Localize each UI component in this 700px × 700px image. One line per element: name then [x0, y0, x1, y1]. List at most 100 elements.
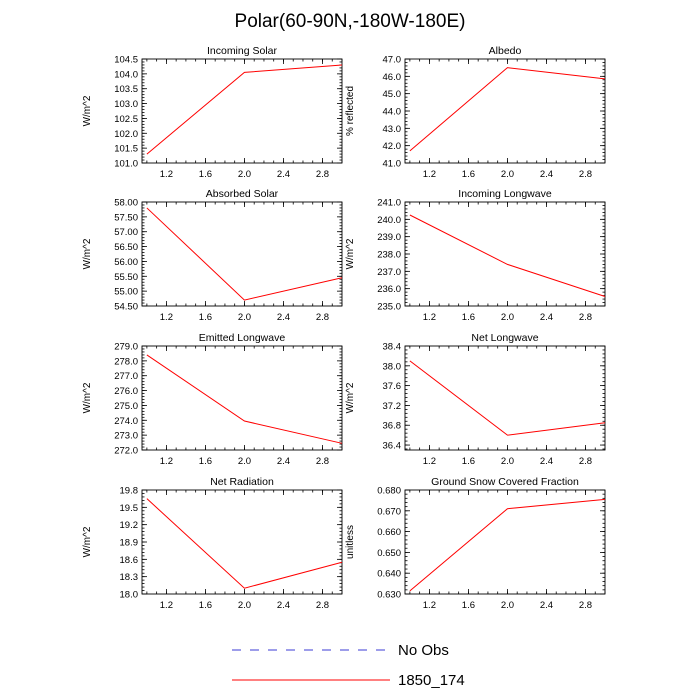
y-tick-label: 102.5 — [114, 114, 138, 125]
y-tick-label: 18.9 — [120, 538, 139, 549]
x-tick-label: 1.6 — [199, 312, 212, 323]
series-line-1850-174 — [146, 64, 343, 155]
y-tick-label: 101.0 — [114, 159, 138, 170]
x-tick-label: 2.0 — [501, 169, 514, 180]
x-tick-label: 1.2 — [160, 312, 173, 323]
plot-frame — [141, 58, 343, 164]
y-tick-label: 235.0 — [377, 302, 401, 313]
y-tick-label: 36.4 — [383, 441, 402, 452]
y-tick-label: 0.640 — [377, 569, 401, 580]
panel-title: Incoming Longwave — [458, 188, 552, 200]
x-tick-label: 2.0 — [238, 169, 251, 180]
y-tick-label: 44.0 — [383, 107, 402, 118]
x-tick-label: 2.0 — [501, 600, 514, 611]
panel-ground-snow-covered-fraction: Ground Snow Covered Fraction unitless 1.2 1… — [345, 476, 606, 611]
y-tick-label: 278.0 — [114, 356, 138, 367]
x-tick-label: 2.8 — [579, 169, 592, 180]
x-tick-label: 1.2 — [160, 600, 173, 611]
figure-title: Polar(60-90N,-180W-180E) — [235, 11, 466, 32]
y-tick-label: 54.50 — [114, 302, 138, 313]
y-tick-label: 42.0 — [383, 141, 402, 152]
panel-albedo: Albedo % reflected 1.2 1.6 2.0 2.4 2.8 41.0 42.0… — [345, 45, 606, 180]
x-tick-label: 2.8 — [579, 456, 592, 467]
x-tick-label: 2.8 — [579, 312, 592, 323]
y-tick-label: 37.2 — [383, 401, 402, 412]
y-tick-label: 18.3 — [120, 572, 139, 583]
legend-label-no-obs: No Obs — [398, 642, 449, 659]
x-tick-label: 2.4 — [540, 169, 553, 180]
y-tick-label: 57.00 — [114, 227, 138, 238]
panel-title: Emitted Longwave — [199, 332, 286, 344]
plot-frame — [141, 345, 343, 451]
y-axis-label: W/m^2 — [82, 526, 93, 557]
y-tick-label: 0.630 — [377, 590, 401, 601]
y-tick-label: 101.5 — [114, 144, 138, 155]
panel-net-radiation: Net Radiation W/m^2 1.2 1.6 2.0 2.4 2.8 18.0 18.… — [82, 476, 343, 611]
y-tick-label: 104.0 — [114, 69, 138, 80]
y-tick-label: 275.0 — [114, 401, 138, 412]
y-tick-label: 103.0 — [114, 99, 138, 110]
plot-frame — [141, 489, 343, 595]
panel-absorbed-solar: Absorbed Solar W/m^2 1.2 1.6 2.0 2.4 2.8 54.50 5… — [82, 188, 343, 323]
y-tick-label: 241.0 — [377, 198, 401, 209]
y-tick-label: 56.50 — [114, 242, 138, 253]
x-tick-label: 1.6 — [199, 600, 212, 611]
plot-frame — [404, 489, 606, 595]
y-tick-label: 18.0 — [120, 590, 139, 601]
y-tick-label: 0.660 — [377, 527, 401, 538]
x-tick-label: 1.2 — [423, 600, 436, 611]
plot-frame — [404, 345, 606, 451]
x-tick-label: 1.6 — [462, 169, 475, 180]
x-tick-label: 2.8 — [316, 456, 329, 467]
series-line-1850-174 — [409, 214, 606, 297]
x-tick-label: 2.8 — [316, 600, 329, 611]
y-tick-label: 36.8 — [383, 421, 402, 432]
y-tick-label: 38.4 — [383, 342, 402, 353]
x-tick-label: 1.2 — [423, 456, 436, 467]
y-tick-label: 38.0 — [383, 361, 402, 372]
y-axis-label: % reflected — [345, 86, 356, 136]
y-tick-label: 236.0 — [377, 284, 401, 295]
y-tick-label: 0.670 — [377, 506, 401, 517]
x-tick-label: 1.6 — [462, 600, 475, 611]
x-tick-label: 2.8 — [579, 600, 592, 611]
x-tick-label: 2.0 — [238, 600, 251, 611]
series-line-1850-174 — [146, 207, 343, 301]
y-axis-label: unitless — [345, 525, 356, 559]
y-tick-label: 55.50 — [114, 272, 138, 283]
y-tick-label: 47.0 — [383, 55, 402, 66]
y-tick-label: 58.00 — [114, 198, 138, 209]
x-tick-label: 1.6 — [199, 456, 212, 467]
y-tick-label: 41.0 — [383, 159, 402, 170]
y-tick-label: 237.0 — [377, 267, 401, 278]
x-tick-label: 1.2 — [423, 312, 436, 323]
x-tick-label: 2.4 — [540, 600, 553, 611]
x-tick-label: 2.4 — [277, 312, 290, 323]
y-tick-label: 0.680 — [377, 486, 401, 497]
y-tick-label: 43.0 — [383, 124, 402, 135]
x-tick-label: 2.4 — [540, 312, 553, 323]
y-tick-label: 238.0 — [377, 250, 401, 261]
plot-frame — [141, 201, 343, 307]
panel-title: Albedo — [489, 45, 522, 57]
x-tick-label: 2.8 — [316, 312, 329, 323]
y-tick-label: 102.0 — [114, 129, 138, 140]
y-tick-label: 55.00 — [114, 287, 138, 298]
series-line-1850-174 — [409, 67, 606, 152]
x-tick-label: 1.6 — [199, 169, 212, 180]
x-tick-label: 2.4 — [277, 169, 290, 180]
y-tick-label: 239.0 — [377, 232, 401, 243]
y-tick-label: 276.0 — [114, 386, 138, 397]
panels: Incoming Solar W/m^2 1.2 1.6 2.0 2.4 2.8 101.0 1… — [82, 45, 606, 611]
x-tick-label: 2.0 — [501, 312, 514, 323]
panel-net-longwave: Net Longwave W/m^2 1.2 1.6 2.0 2.4 2.8 36.4 36.8… — [345, 332, 606, 467]
y-tick-label: 37.6 — [383, 381, 402, 392]
panel-emitted-longwave: Emitted Longwave W/m^2 1.2 1.6 2.0 2.4 2.8 272.… — [82, 332, 343, 467]
y-tick-label: 103.5 — [114, 84, 138, 95]
x-tick-label: 1.2 — [423, 169, 436, 180]
panel-incoming-solar: Incoming Solar W/m^2 1.2 1.6 2.0 2.4 2.8 101.0 1… — [82, 45, 343, 180]
legend: No Obs 1850_174 — [232, 642, 465, 689]
y-tick-label: 57.50 — [114, 212, 138, 223]
panel-title: Net Radiation — [210, 476, 274, 488]
